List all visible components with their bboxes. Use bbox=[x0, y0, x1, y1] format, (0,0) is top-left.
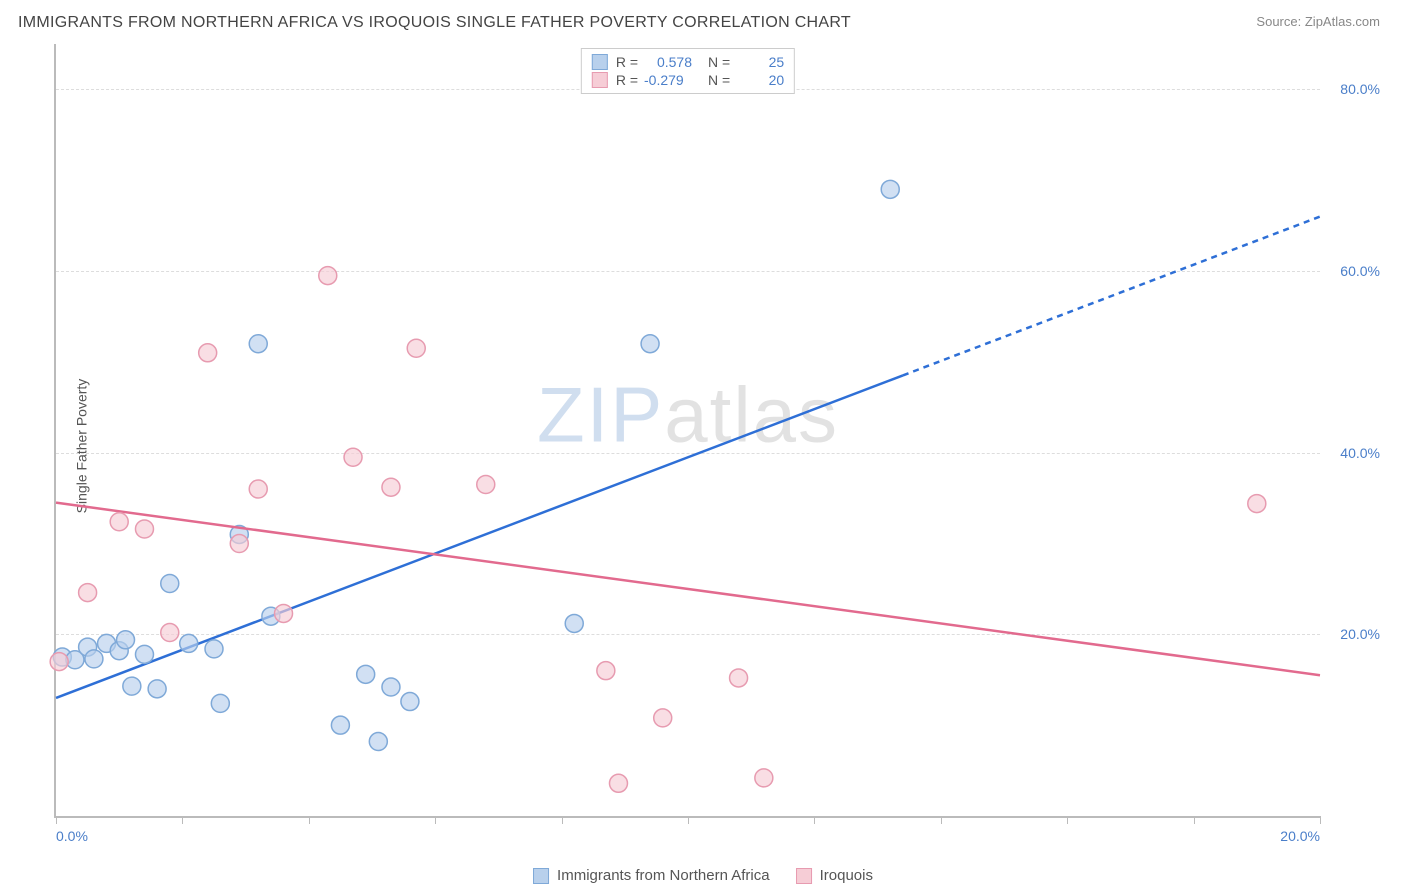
data-point bbox=[211, 694, 229, 712]
x-tick-label: 20.0% bbox=[1280, 828, 1320, 844]
data-point bbox=[123, 677, 141, 695]
y-tick-label: 20.0% bbox=[1326, 626, 1380, 642]
data-point bbox=[79, 584, 97, 602]
trend-line-dashed bbox=[903, 217, 1320, 376]
data-point bbox=[597, 662, 615, 680]
data-point bbox=[319, 267, 337, 285]
source-link[interactable]: ZipAtlas.com bbox=[1305, 14, 1380, 29]
legend-swatch bbox=[796, 868, 812, 884]
data-point bbox=[249, 335, 267, 353]
data-point bbox=[609, 774, 627, 792]
data-point bbox=[344, 448, 362, 466]
n-value: 20 bbox=[736, 72, 784, 88]
x-tick bbox=[1067, 816, 1068, 824]
y-tick-label: 40.0% bbox=[1326, 445, 1380, 461]
x-tick bbox=[562, 816, 563, 824]
x-tick bbox=[1320, 816, 1321, 824]
data-point bbox=[161, 624, 179, 642]
x-tick bbox=[941, 816, 942, 824]
stats-row: R = -0.279 N = 20 bbox=[592, 71, 784, 89]
data-point bbox=[148, 680, 166, 698]
r-label: R = bbox=[616, 72, 638, 88]
data-point bbox=[117, 631, 135, 649]
n-value: 25 bbox=[736, 54, 784, 70]
legend-label: Immigrants from Northern Africa bbox=[557, 867, 770, 884]
data-point bbox=[161, 574, 179, 592]
x-tick bbox=[182, 816, 183, 824]
data-point bbox=[382, 678, 400, 696]
data-point bbox=[730, 669, 748, 687]
data-point bbox=[180, 634, 198, 652]
y-tick-label: 80.0% bbox=[1326, 81, 1380, 97]
legend-item: Immigrants from Northern Africa bbox=[533, 867, 770, 884]
data-point bbox=[110, 513, 128, 531]
data-point bbox=[881, 180, 899, 198]
data-point bbox=[565, 614, 583, 632]
trend-line bbox=[56, 503, 1320, 676]
source-attribution: Source: ZipAtlas.com bbox=[1256, 14, 1380, 29]
x-tick bbox=[1194, 816, 1195, 824]
data-point bbox=[135, 520, 153, 538]
data-point bbox=[249, 480, 267, 498]
legend-swatch bbox=[592, 72, 608, 88]
data-point bbox=[654, 709, 672, 727]
r-value: 0.578 bbox=[644, 54, 692, 70]
data-point bbox=[407, 339, 425, 357]
data-point bbox=[275, 604, 293, 622]
data-point bbox=[85, 650, 103, 668]
data-point bbox=[50, 653, 68, 671]
data-point bbox=[205, 640, 223, 658]
source-label: Source: bbox=[1256, 14, 1301, 29]
n-label: N = bbox=[708, 54, 730, 70]
chart-title: IMMIGRANTS FROM NORTHERN AFRICA VS IROQU… bbox=[18, 14, 851, 32]
header: IMMIGRANTS FROM NORTHERN AFRICA VS IROQU… bbox=[0, 0, 1406, 32]
x-tick-label: 0.0% bbox=[56, 828, 88, 844]
x-tick bbox=[309, 816, 310, 824]
r-value: -0.279 bbox=[644, 72, 692, 88]
legend-swatch bbox=[592, 54, 608, 70]
data-point bbox=[369, 733, 387, 751]
x-tick bbox=[435, 816, 436, 824]
plot-svg bbox=[56, 44, 1320, 816]
legend-label: Iroquois bbox=[820, 867, 873, 884]
y-tick-label: 60.0% bbox=[1326, 263, 1380, 279]
data-point bbox=[477, 475, 495, 493]
data-point bbox=[357, 665, 375, 683]
series-legend: Immigrants from Northern Africa Iroquois bbox=[533, 867, 873, 884]
n-label: N = bbox=[708, 72, 730, 88]
plot-area: ZIPatlas R =0.578N =25R =-0.279N =20 20.… bbox=[54, 44, 1320, 818]
data-point bbox=[1248, 495, 1266, 513]
data-point bbox=[199, 344, 217, 362]
correlation-stats-legend: R = 0.578 N = 25 R = -0.279 N = 20 bbox=[581, 48, 795, 94]
stats-row: R = 0.578 N = 25 bbox=[592, 53, 784, 71]
data-point bbox=[230, 535, 248, 553]
data-point bbox=[641, 335, 659, 353]
r-label: R = bbox=[616, 54, 638, 70]
data-point bbox=[382, 478, 400, 496]
data-point bbox=[755, 769, 773, 787]
x-tick bbox=[56, 816, 57, 824]
data-point bbox=[401, 693, 419, 711]
x-tick bbox=[814, 816, 815, 824]
data-point bbox=[331, 716, 349, 734]
legend-swatch bbox=[533, 868, 549, 884]
legend-item: Iroquois bbox=[796, 867, 873, 884]
chart-container: Single Father Poverty ZIPatlas R =0.578N… bbox=[48, 44, 1386, 848]
data-point bbox=[135, 645, 153, 663]
x-tick bbox=[688, 816, 689, 824]
